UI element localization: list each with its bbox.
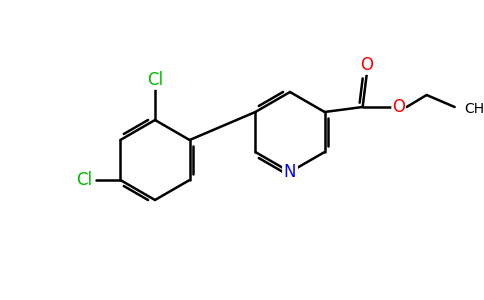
Text: O: O xyxy=(392,98,405,116)
Text: N: N xyxy=(284,163,296,181)
Text: Cl: Cl xyxy=(76,171,92,189)
Text: Cl: Cl xyxy=(147,71,163,89)
Text: O: O xyxy=(360,56,373,74)
Text: CH₃: CH₃ xyxy=(465,102,484,116)
